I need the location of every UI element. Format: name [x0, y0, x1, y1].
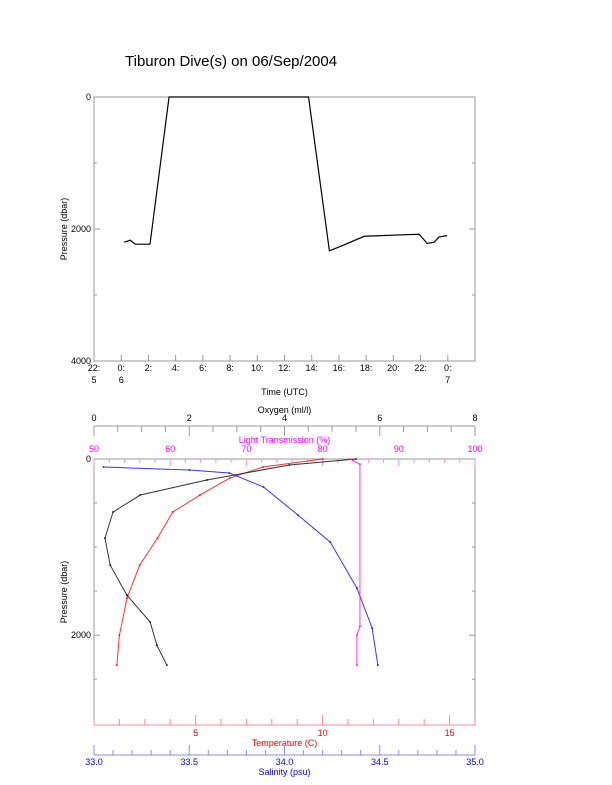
oxygen-data-point — [355, 458, 357, 460]
y-tick-label: 2000 — [71, 224, 91, 234]
salinity-data-point — [296, 514, 299, 516]
light-tick-label: 70 — [241, 444, 251, 454]
salinity-tick-label: 33.0 — [85, 757, 103, 767]
pressure-tick-label: 2000 — [71, 630, 91, 640]
chart-title: Tiburon Dive(s) on 06/Sep/2004 — [125, 53, 337, 70]
x-tick-label: 18: — [360, 363, 373, 373]
salinity-data-point — [262, 486, 265, 488]
x-tick-label: 14: — [305, 363, 318, 373]
x-tick-label: 0: — [444, 363, 452, 373]
salinity-tick-label: 34.5 — [371, 757, 389, 767]
salinity-data-point — [329, 541, 332, 543]
light-profile-line — [349, 458, 361, 666]
oxygen-data-point — [109, 564, 112, 567]
oxygen-data-point — [125, 594, 128, 596]
salinity-tick-label: 35.0 — [466, 757, 484, 767]
light-data-point — [359, 463, 361, 466]
oxygen-tick-label: 4 — [282, 413, 287, 423]
light-axis-label: Light Transmission (%) — [239, 435, 331, 445]
light-data-point — [355, 664, 358, 667]
oxygen-data-point — [139, 494, 142, 496]
light-tick-label: 50 — [89, 444, 99, 454]
x-tick-label-day: 7 — [445, 375, 450, 385]
salinity-data-point — [228, 472, 231, 474]
x-tick-label-day: 5 — [91, 375, 96, 385]
x-axis-label: Time (UTC) — [261, 387, 308, 397]
light-tick-label: 90 — [394, 444, 404, 454]
temperature-data-point — [115, 664, 118, 667]
temperature-tick-label: 15 — [445, 728, 455, 738]
oxygen-tick-label: 0 — [91, 413, 96, 423]
salinity-data-point — [102, 466, 105, 468]
y-tick-label: 0 — [86, 92, 91, 102]
temperature-data-point — [138, 564, 141, 567]
oxygen-data-point — [165, 664, 168, 667]
oxygen-data-point — [205, 479, 208, 481]
light-tick-label: 80 — [318, 444, 328, 454]
x-tick-label: 22: — [414, 363, 427, 373]
x-tick-label: 4: — [172, 363, 180, 373]
temperature-data-point — [321, 458, 324, 460]
salinity-axis-label: Salinity (psu) — [258, 767, 310, 777]
temperature-profile-line — [116, 458, 323, 666]
oxygen-data-point — [288, 464, 291, 466]
temperature-tick-label: 5 — [193, 728, 198, 738]
light-data-point — [355, 634, 358, 637]
oxygen-data-point — [104, 537, 106, 539]
temperature-data-point — [228, 477, 231, 479]
salinity-data-point — [376, 664, 379, 667]
temperature-data-point — [126, 597, 128, 600]
oxygen-tick-label: 8 — [472, 413, 477, 423]
x-tick-label: 0: — [117, 363, 125, 373]
light-tick-label: 100 — [467, 444, 482, 454]
x-tick-label: 10: — [251, 363, 264, 373]
y-tick-label: 4000 — [71, 356, 91, 366]
temperature-data-point — [171, 511, 174, 513]
light-data-point — [349, 458, 351, 460]
temperature-data-point — [199, 494, 201, 496]
x-tick-label: 6: — [199, 363, 207, 373]
temperature-data-point — [156, 537, 159, 539]
salinity-data-point — [371, 627, 374, 630]
y-axis-label: Pressure (dbar) — [59, 198, 69, 261]
plot-frame-profile — [93, 458, 476, 726]
x-tick-label: 20: — [387, 363, 400, 373]
light-tick-label: 60 — [165, 444, 175, 454]
x-tick-label: 8: — [226, 363, 234, 373]
oxygen-tick-label: 2 — [187, 413, 192, 423]
temperature-tick-label: 10 — [318, 728, 328, 738]
x-tick-label-day: 6 — [119, 375, 124, 385]
oxygen-axis-label: Oxygen (ml/l) — [258, 405, 312, 415]
temperature-axis-label: Temperature (C) — [252, 738, 318, 748]
plot-frame — [93, 96, 476, 362]
oxygen-data-point — [149, 621, 152, 624]
temperature-data-point — [262, 466, 264, 468]
oxygen-tick-label: 6 — [377, 413, 382, 423]
x-tick-label: 2: — [145, 363, 153, 373]
pressure-axis-label: Pressure (dbar) — [59, 561, 69, 624]
oxygen-profile-line — [104, 458, 356, 666]
salinity-tick-label: 34.0 — [276, 757, 294, 767]
light-data-point — [359, 625, 361, 628]
salinity-data-point — [188, 469, 191, 471]
x-tick-label: 22: — [88, 363, 101, 373]
temperature-data-point — [118, 634, 121, 637]
x-tick-label: 16: — [333, 363, 346, 373]
x-tick-label: 12: — [278, 363, 291, 373]
pressure-tick-label: 0 — [86, 454, 91, 464]
oxygen-data-point — [112, 511, 114, 513]
salinity-data-point — [355, 587, 358, 590]
dive-pressure-line — [123, 96, 448, 252]
salinity-profile-line — [103, 466, 379, 666]
salinity-tick-label: 33.5 — [180, 757, 198, 767]
oxygen-data-point — [155, 644, 158, 647]
